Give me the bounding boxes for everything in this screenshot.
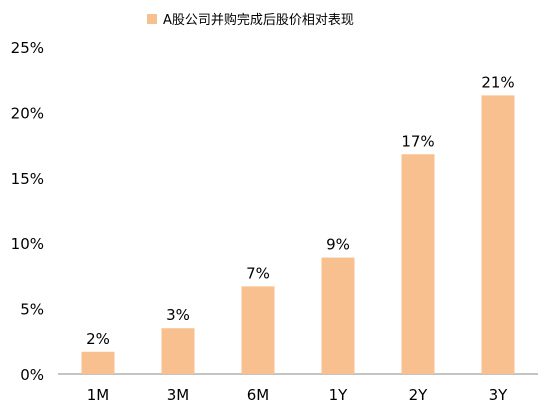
y-tick-label: 5% bbox=[20, 301, 44, 319]
legend-swatch bbox=[147, 14, 157, 24]
bar bbox=[321, 257, 355, 374]
x-axis: 1M 3M 6M 1Y 2Y 3Y bbox=[87, 386, 508, 404]
bars bbox=[81, 95, 515, 375]
data-labels: 2% 3% 7% 9% 17% 21% bbox=[86, 73, 515, 347]
x-tick-label: 2Y bbox=[409, 386, 429, 404]
legend: A股公司并购完成后股价相对表现 bbox=[147, 12, 354, 28]
bar bbox=[161, 328, 195, 374]
x-tick-label: 1Y bbox=[329, 386, 349, 404]
data-label: 21% bbox=[481, 73, 514, 91]
bar bbox=[401, 154, 435, 374]
y-tick-label: 20% bbox=[11, 104, 44, 122]
y-axis: 0% 5% 10% 15% 20% 25% bbox=[11, 39, 44, 384]
bar bbox=[481, 95, 515, 375]
data-label: 3% bbox=[166, 306, 190, 324]
x-tick-label: 3M bbox=[167, 386, 190, 404]
data-label: 2% bbox=[86, 330, 110, 348]
x-tick-label: 1M bbox=[87, 386, 110, 404]
x-tick-label: 6M bbox=[247, 386, 270, 404]
bar bbox=[241, 286, 275, 374]
y-tick-label: 10% bbox=[11, 235, 44, 253]
x-tick-label: 3Y bbox=[489, 386, 509, 404]
y-tick-label: 15% bbox=[11, 170, 44, 188]
legend-label: A股公司并购完成后股价相对表现 bbox=[163, 12, 354, 28]
y-tick-label: 0% bbox=[20, 366, 44, 384]
data-label: 9% bbox=[326, 236, 350, 254]
data-label: 7% bbox=[246, 264, 270, 282]
bar bbox=[81, 351, 115, 374]
y-tick-label: 25% bbox=[11, 39, 44, 57]
data-label: 17% bbox=[401, 132, 434, 150]
